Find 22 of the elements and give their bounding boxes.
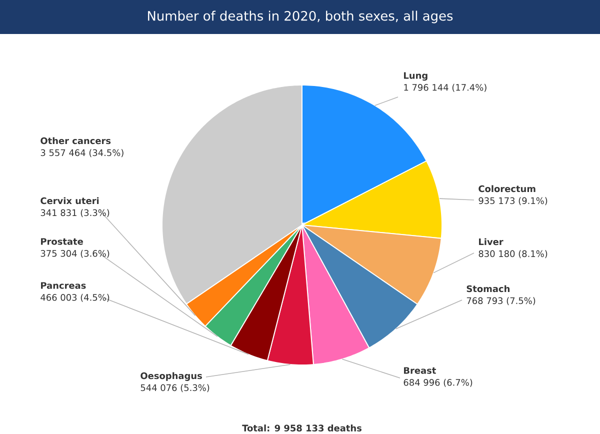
slice-label: Colorectum: [478, 184, 536, 192]
data-label: 544 076 (5.3%): [140, 384, 210, 392]
text: Total: 9 958 133 deaths: [242, 424, 362, 432]
slice-label: Prostate: [41, 238, 83, 245]
data-label: 684 996 (6.7%): [404, 378, 472, 387]
slice-label: Pancreas: [41, 282, 86, 289]
data-label: 830 180 (8.1%): [478, 250, 548, 258]
data-label: 3 557 464 (34.5%): [40, 148, 124, 157]
slice-label: Breast: [404, 366, 436, 374]
slice-label: Oesophagus: [140, 372, 202, 381]
slice-label: Lung: [404, 72, 428, 80]
data-label: 466 003 (4.5%): [40, 294, 110, 302]
slice-label: Liver: [479, 238, 504, 245]
data-label: 341 831 (3.3%): [40, 208, 110, 217]
slice-label: Other cancers: [40, 136, 111, 144]
slice-label: Stomach: [466, 284, 510, 292]
data-label: 935 173 (9.1%): [478, 196, 548, 205]
data-label: 1 796 144 (17.4%): [404, 84, 486, 92]
slice-label: Cervix uteri: [40, 196, 99, 204]
data-label: 768 793 (7.5%): [466, 296, 536, 305]
data-label: 375 304 (3.6%): [40, 250, 110, 258]
chart-title: Number of deaths in 2020, both sexes, all ages: [148, 10, 453, 24]
